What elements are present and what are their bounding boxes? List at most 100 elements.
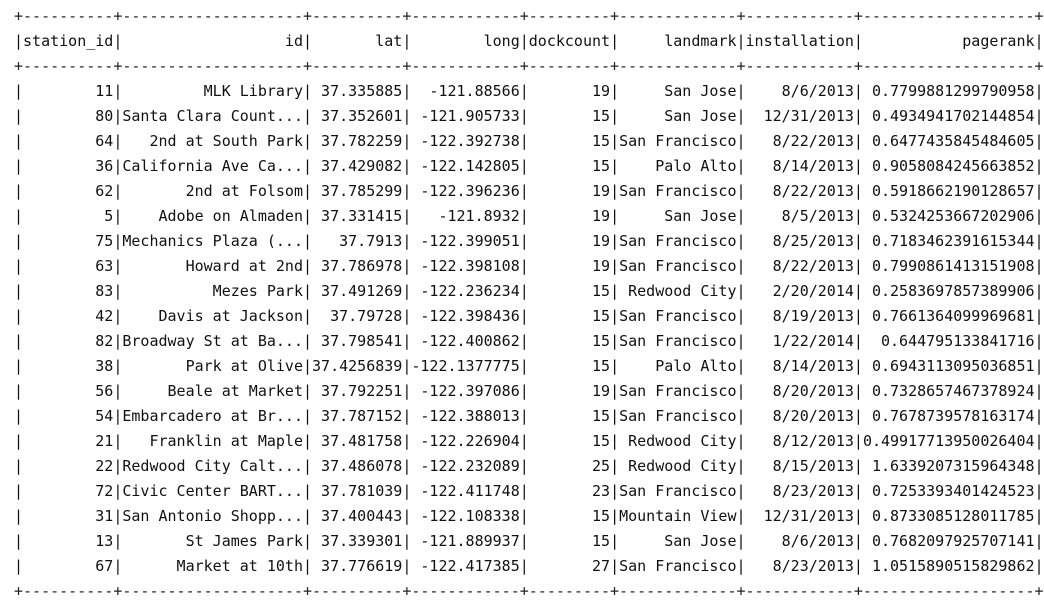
cell-divider: | bbox=[736, 482, 746, 500]
cell-long: -122.108338 bbox=[411, 507, 520, 525]
cell-divider: | bbox=[14, 132, 24, 150]
cell-divider: | bbox=[853, 332, 863, 350]
cell-divider: | bbox=[519, 332, 529, 350]
cell-divider: | bbox=[519, 432, 529, 450]
table-row: | 83| Mezes Park| 37.491269| -122.236234… bbox=[14, 279, 1044, 304]
cell-divider: | bbox=[519, 382, 529, 400]
cell-dockcount: 27 bbox=[528, 557, 611, 575]
cell-divider: | bbox=[14, 357, 24, 375]
cell-divider: | bbox=[853, 357, 863, 375]
cell-divider: | bbox=[1034, 532, 1044, 550]
cell-lat: 37.79728 bbox=[312, 307, 403, 325]
cell-divider: | bbox=[519, 307, 529, 325]
cell-divider: | bbox=[736, 82, 746, 100]
cell-long: -122.417385 bbox=[411, 557, 520, 575]
cell-installation: 8/6/2013 bbox=[745, 82, 854, 100]
cell-installation: 8/22/2013 bbox=[745, 257, 854, 275]
cell-divider: | bbox=[303, 107, 313, 125]
table-row: | 11| MLK Library| 37.335885| -121.88566… bbox=[14, 79, 1044, 104]
cell-lat: 37.486078 bbox=[312, 457, 403, 475]
column-header-landmark: landmark bbox=[619, 32, 737, 50]
cell-divider: | bbox=[1034, 457, 1044, 475]
cell-divider: | bbox=[736, 507, 746, 525]
cell-long: -121.88566 bbox=[411, 82, 520, 100]
cell-landmark: Redwood City bbox=[619, 432, 737, 450]
cell-divider: | bbox=[14, 482, 24, 500]
cell-divider: | bbox=[402, 557, 412, 575]
cell-divider: | bbox=[1034, 557, 1044, 575]
cell-lat: 37.798541 bbox=[312, 332, 403, 350]
cell-divider: | bbox=[853, 457, 863, 475]
cell-divider: | bbox=[303, 257, 313, 275]
cell-divider: | bbox=[610, 457, 620, 475]
cell-divider: | bbox=[519, 407, 529, 425]
cell-divider: | bbox=[736, 107, 746, 125]
cell-divider: | bbox=[519, 82, 529, 100]
cell-divider: | bbox=[14, 457, 24, 475]
cell-divider: | bbox=[1034, 182, 1044, 200]
cell-long: -122.392738 bbox=[411, 132, 520, 150]
cell-divider: | bbox=[113, 282, 123, 300]
cell-divider: | bbox=[853, 532, 863, 550]
cell-divider: | bbox=[402, 457, 412, 475]
cell-divider: | bbox=[1034, 157, 1044, 175]
cell-dockcount: 15 bbox=[528, 407, 611, 425]
cell-divider: | bbox=[14, 207, 24, 225]
cell-divider: | bbox=[736, 382, 746, 400]
cell-divider: | bbox=[853, 232, 863, 250]
cell-id: San Antonio Shopp... bbox=[122, 507, 303, 525]
cell-divider: | bbox=[14, 32, 24, 50]
cell-divider: | bbox=[1034, 307, 1044, 325]
cell-divider: | bbox=[736, 232, 746, 250]
cell-divider: | bbox=[113, 432, 123, 450]
cell-installation: 8/20/2013 bbox=[745, 407, 854, 425]
cell-divider: | bbox=[519, 457, 529, 475]
cell-dockcount: 19 bbox=[528, 257, 611, 275]
cell-divider: | bbox=[303, 357, 313, 375]
cell-long: -122.1377775 bbox=[411, 357, 520, 375]
cell-dockcount: 19 bbox=[528, 82, 611, 100]
table-row: | 5| Adobe on Almaden| 37.331415| -121.8… bbox=[14, 204, 1044, 229]
cell-lat: 37.491269 bbox=[312, 282, 403, 300]
table-row: | 21| Franklin at Maple| 37.481758| -122… bbox=[14, 429, 1044, 454]
cell-divider: | bbox=[853, 132, 863, 150]
table-row: | 80|Santa Clara Count...| 37.352601| -1… bbox=[14, 104, 1044, 129]
cell-divider: | bbox=[1034, 482, 1044, 500]
cell-landmark: San Francisco bbox=[619, 232, 737, 250]
cell-dockcount: 15 bbox=[528, 307, 611, 325]
cell-dockcount: 15 bbox=[528, 107, 611, 125]
table-row: | 38| Park at Olive|37.4256839|-122.1377… bbox=[14, 354, 1044, 379]
cell-pagerank: 1.6339207315964348 bbox=[862, 457, 1035, 475]
cell-divider: | bbox=[303, 82, 313, 100]
cell-divider: | bbox=[853, 432, 863, 450]
cell-divider: | bbox=[113, 507, 123, 525]
cell-divider: | bbox=[113, 82, 123, 100]
cell-divider: | bbox=[303, 282, 313, 300]
table-row: | 54|Embarcadero at Br...| 37.787152| -1… bbox=[14, 404, 1044, 429]
cell-installation: 8/22/2013 bbox=[745, 182, 854, 200]
cell-divider: | bbox=[113, 107, 123, 125]
cell-divider: | bbox=[14, 332, 24, 350]
cell-divider: | bbox=[303, 482, 313, 500]
column-header-pagerank: pagerank bbox=[862, 32, 1035, 50]
cell-landmark: San Jose bbox=[619, 107, 737, 125]
cell-divider: | bbox=[736, 557, 746, 575]
cell-pagerank: 1.0515890515829862 bbox=[862, 557, 1035, 575]
cell-lat: 37.4256839 bbox=[312, 357, 403, 375]
cell-divider: | bbox=[519, 357, 529, 375]
cell-station-id: 5 bbox=[23, 207, 114, 225]
cell-divider: | bbox=[402, 232, 412, 250]
cell-divider: | bbox=[853, 557, 863, 575]
cell-installation: 8/6/2013 bbox=[745, 532, 854, 550]
cell-divider: | bbox=[519, 482, 529, 500]
cell-long: -122.398436 bbox=[411, 307, 520, 325]
cell-station-id: 56 bbox=[23, 382, 114, 400]
cell-landmark: San Francisco bbox=[619, 307, 737, 325]
cell-divider: | bbox=[853, 82, 863, 100]
cell-divider: | bbox=[303, 557, 313, 575]
cell-divider: | bbox=[519, 132, 529, 150]
cell-divider: | bbox=[736, 182, 746, 200]
cell-lat: 37.331415 bbox=[312, 207, 403, 225]
cell-divider: | bbox=[1034, 507, 1044, 525]
cell-divider: | bbox=[1034, 132, 1044, 150]
